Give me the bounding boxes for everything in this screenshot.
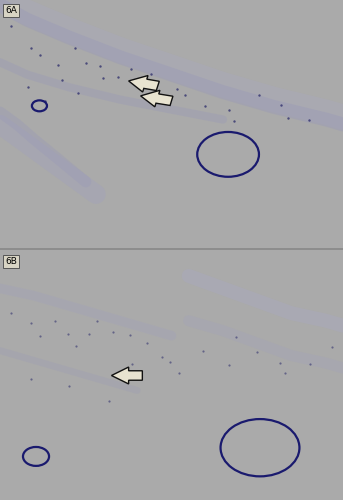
Point — [329, 342, 335, 350]
Point — [97, 62, 103, 70]
Point — [167, 358, 173, 366]
Point — [116, 73, 121, 81]
Point — [67, 382, 72, 390]
FancyArrow shape — [129, 76, 159, 92]
Point — [307, 360, 313, 368]
Point — [128, 331, 133, 339]
Point — [278, 101, 283, 109]
Text: 6B: 6B — [5, 257, 17, 266]
Point — [226, 106, 232, 114]
Point — [72, 44, 78, 52]
Point — [129, 65, 134, 73]
Point — [59, 76, 64, 84]
Point — [28, 44, 34, 52]
Point — [200, 347, 206, 355]
Point — [285, 114, 291, 122]
Point — [9, 22, 14, 30]
Point — [26, 83, 31, 91]
Point — [86, 330, 92, 338]
Point — [234, 332, 239, 340]
Point — [55, 60, 61, 68]
Point — [94, 317, 100, 325]
Point — [38, 50, 43, 58]
Point — [226, 360, 231, 368]
Point — [42, 97, 48, 105]
Point — [159, 354, 165, 362]
Point — [52, 317, 57, 325]
Point — [111, 328, 116, 336]
FancyArrow shape — [141, 90, 173, 107]
Point — [256, 91, 261, 99]
Point — [149, 70, 154, 78]
Point — [307, 116, 312, 124]
Point — [100, 74, 106, 82]
Point — [177, 369, 182, 377]
Point — [66, 330, 71, 338]
Point — [75, 90, 81, 98]
Point — [84, 58, 89, 66]
Point — [231, 117, 236, 125]
Point — [144, 339, 149, 347]
Point — [174, 86, 180, 94]
Point — [282, 370, 288, 378]
Text: 6A: 6A — [5, 6, 17, 15]
Point — [182, 91, 188, 99]
FancyArrow shape — [111, 367, 142, 384]
Point — [254, 348, 259, 356]
Point — [38, 332, 43, 340]
Point — [129, 360, 135, 368]
Point — [9, 309, 14, 317]
Point — [202, 102, 208, 110]
Point — [73, 342, 79, 349]
Point — [106, 397, 111, 405]
Point — [277, 360, 283, 368]
Point — [28, 319, 34, 327]
Point — [28, 374, 33, 382]
